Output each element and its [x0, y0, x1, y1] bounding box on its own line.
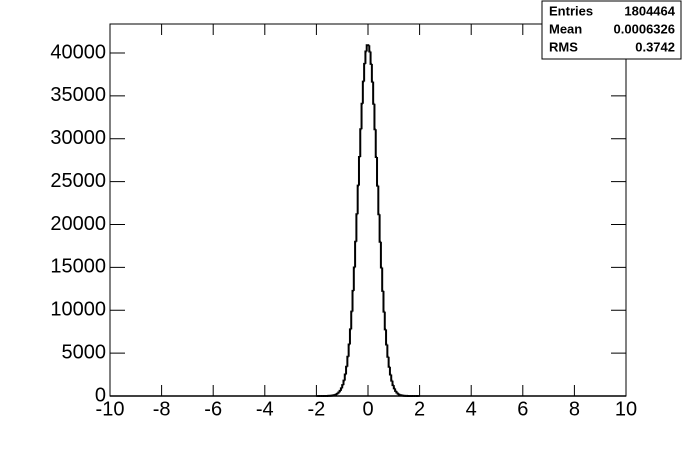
bar	[385, 329, 388, 346]
bar	[392, 385, 396, 390]
plot-frame	[109, 23, 627, 397]
x-tick-label: 8	[569, 398, 580, 420]
bar	[387, 356, 390, 368]
y-tick-label: 15000	[50, 256, 106, 278]
bar	[338, 389, 341, 393]
y-tick-label: 30000	[50, 127, 106, 149]
x-tick-label: -10	[96, 398, 125, 420]
y-tick-label: 5000	[62, 341, 107, 363]
x-tick-label: 4	[466, 398, 477, 420]
stats-label: Entries	[549, 3, 593, 18]
bar	[365, 44, 368, 52]
bar	[395, 390, 398, 394]
x-tick-label: 10	[615, 398, 637, 420]
bar	[359, 128, 362, 157]
bar	[379, 241, 383, 269]
bar	[336, 392, 339, 395]
y-tick-label: 10000	[50, 299, 106, 321]
stats-box	[541, 0, 682, 60]
y-tick-label: 40000	[50, 41, 106, 63]
bar	[354, 240, 357, 268]
x-tick-label: 2	[414, 398, 425, 420]
bar	[390, 374, 393, 382]
stats-value: 1804464	[624, 3, 675, 18]
x-tick-label: 6	[517, 398, 528, 420]
x-tick-label: -6	[204, 398, 222, 420]
bar	[391, 380, 394, 387]
bar	[370, 63, 374, 83]
bar	[360, 102, 363, 130]
bar	[355, 213, 358, 242]
y-tick-label: 25000	[50, 170, 106, 192]
bar	[356, 184, 359, 215]
y-tick-label: 20000	[50, 213, 106, 235]
x-tick-label: -8	[153, 398, 171, 420]
y-tick-label: 35000	[50, 84, 106, 106]
bar	[357, 155, 361, 186]
bar	[364, 50, 367, 64]
bar	[399, 394, 402, 397]
bar	[386, 344, 389, 358]
x-tick-label: -4	[256, 398, 274, 420]
stats-label: Mean	[549, 21, 582, 36]
bar	[363, 62, 366, 82]
bar	[351, 289, 354, 312]
x-tick-label: -2	[308, 398, 326, 420]
stats-value: 0.0006326	[614, 21, 675, 36]
bar	[350, 310, 353, 330]
y-tick-label: 0	[95, 384, 106, 406]
bar	[383, 311, 387, 331]
bar	[343, 373, 347, 381]
stats-value: 0.3742	[635, 39, 675, 54]
x-tick-label: 0	[362, 398, 373, 420]
stats-label: RMS	[549, 39, 578, 54]
bar	[397, 393, 401, 396]
bar	[334, 393, 338, 396]
